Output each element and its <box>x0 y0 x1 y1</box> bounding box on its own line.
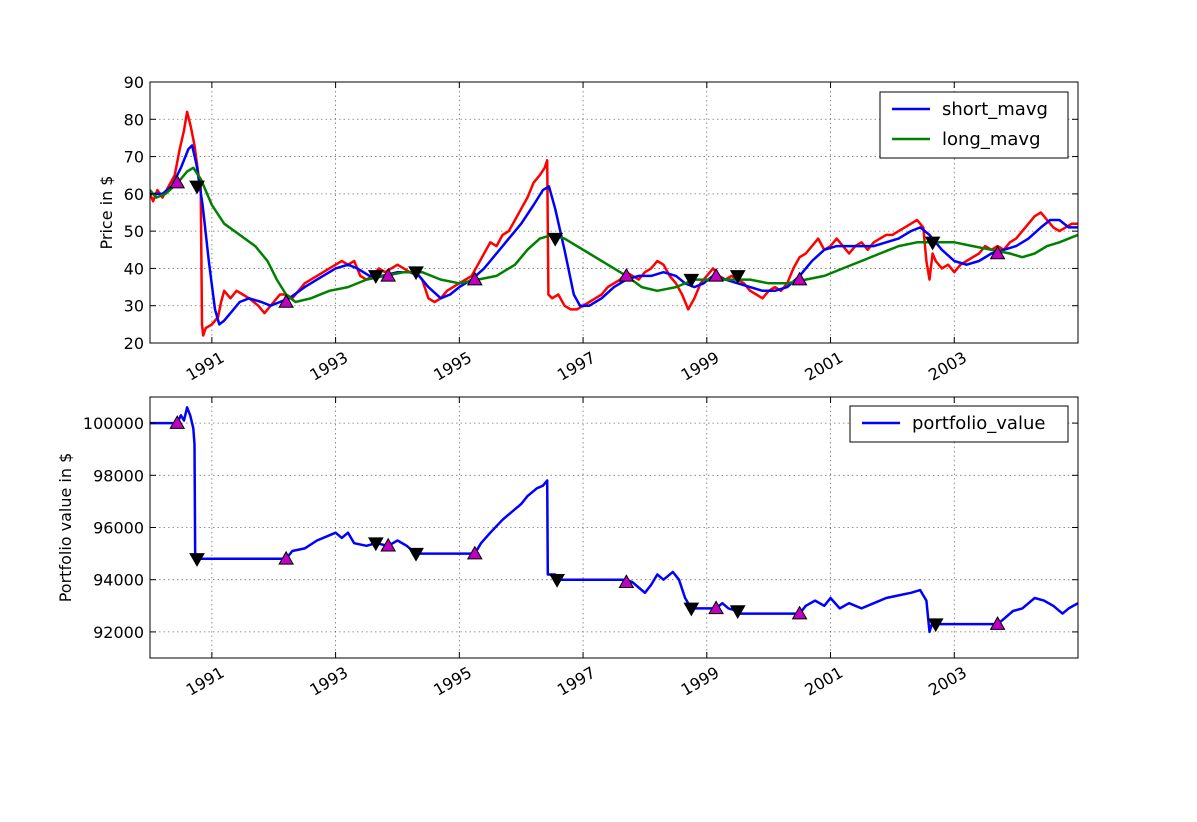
series-line-portfolio-value <box>150 406 1078 634</box>
y-tick-label: 90 <box>124 73 144 92</box>
sell-marker <box>549 573 565 588</box>
y-tick-label: 20 <box>124 334 144 353</box>
buy-marker <box>618 574 635 589</box>
buy-marker <box>989 616 1006 630</box>
price-ylabel: Price in $ <box>97 176 116 250</box>
price-legend-box <box>879 91 1069 159</box>
buy-marker <box>618 267 635 282</box>
sell-marker <box>408 547 424 562</box>
x-tick-label: 2001 <box>801 663 846 700</box>
y-tick-label: 94000 <box>93 571 144 590</box>
x-tick-label: 1993 <box>306 348 351 385</box>
y-tick-label: 70 <box>124 148 144 167</box>
x-tick-label: 1993 <box>306 663 351 700</box>
portfolio-axes: 92000 94000 96000 98000 100000 1991 1993 1995 19… <box>56 396 1079 700</box>
sell-marker <box>189 180 205 195</box>
sell-marker <box>408 266 424 281</box>
y-tick-label: 60 <box>124 185 144 204</box>
buy-marker <box>708 267 724 282</box>
y-tick-label: 100000 <box>83 414 144 433</box>
x-tick-label: 1991 <box>183 348 228 385</box>
x-tick-label: 2001 <box>801 348 846 385</box>
sell-marker <box>729 605 746 620</box>
sell-marker <box>367 270 384 284</box>
y-tick-label: 96000 <box>93 519 144 538</box>
y-tick-label: 50 <box>124 222 144 241</box>
portfolio-legend: portfolio_value <box>849 405 1069 443</box>
portfolio-ylabel: Portfolio value in $ <box>56 453 75 603</box>
y-tick-label: 92000 <box>93 623 144 642</box>
buy-marker <box>791 271 808 286</box>
price-legend: short_mavg long_mavg <box>879 91 1069 159</box>
buy-marker <box>466 545 483 560</box>
x-tick-label: 1999 <box>678 348 723 385</box>
y-tick-label: 30 <box>124 297 144 316</box>
x-tick-label: 1991 <box>183 663 228 700</box>
buy-marker <box>708 600 724 615</box>
price-axes: 20 30 40 50 60 70 80 90 1991 1993 1995 1997 1999 2001… <box>97 73 1079 385</box>
buy-marker <box>466 271 483 286</box>
legend-label-portfolio-value: portfolio_value <box>912 413 1045 434</box>
sell-marker <box>547 232 564 247</box>
sell-marker <box>189 553 205 567</box>
x-tick-label: 1997 <box>554 348 599 385</box>
buy-marker <box>989 245 1006 260</box>
legend-label-short-mavg: short_mavg <box>942 99 1048 120</box>
buy-marker <box>380 537 397 552</box>
portfolio-trade-markers <box>169 415 1006 633</box>
y-tick-label: 40 <box>124 259 144 278</box>
sell-marker <box>924 236 941 251</box>
y-tick-label: 98000 <box>93 466 144 485</box>
x-tick-label: 2003 <box>925 663 970 700</box>
buy-marker <box>278 550 294 565</box>
series-line-long-mavg <box>150 166 1078 304</box>
sell-marker <box>729 270 746 284</box>
series-line-short-mavg <box>150 144 1078 326</box>
price-trade-markers <box>169 174 1006 308</box>
sell-marker <box>367 537 384 552</box>
x-tick-label: 1995 <box>430 348 475 385</box>
buy-marker <box>278 293 294 308</box>
x-tick-label: 1997 <box>554 663 599 700</box>
sell-marker <box>683 273 700 288</box>
buy-marker <box>791 605 808 620</box>
buy-marker <box>169 174 186 189</box>
buy-marker <box>380 267 397 282</box>
x-tick-label: 1995 <box>430 663 475 700</box>
y-tick-label: 80 <box>124 110 144 129</box>
x-tick-label: 2003 <box>925 348 970 385</box>
sell-marker <box>683 602 700 617</box>
sell-marker <box>927 618 944 633</box>
price-series-lines <box>150 110 1078 337</box>
buy-marker <box>169 415 186 429</box>
legend-label-long-mavg: long_mavg <box>942 129 1041 150</box>
portfolio-series-lines <box>150 406 1078 634</box>
price-axes-frame <box>149 81 1079 344</box>
x-tick-label: 1999 <box>678 663 723 700</box>
